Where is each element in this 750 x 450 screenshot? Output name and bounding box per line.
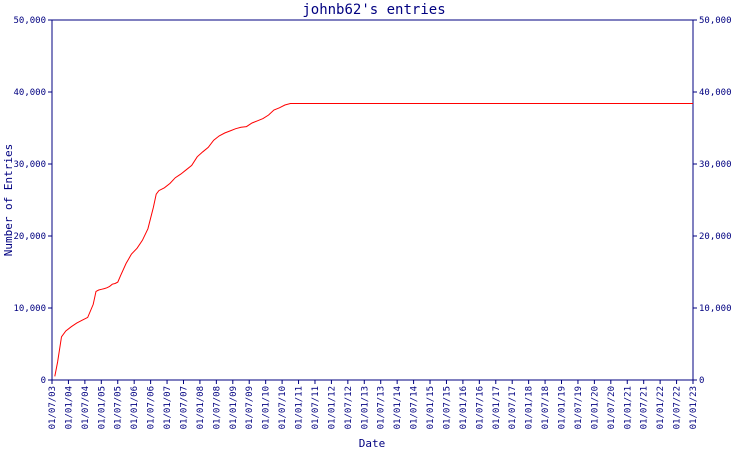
x-tick-label: 01/01/04 [64,386,74,429]
x-tick-label: 01/01/16 [459,386,469,429]
x-tick-label: 01/07/17 [508,386,518,429]
y-axis-left: 0 10,000 20,000 30,000 40,000 50,000 [13,16,52,386]
x-tick-label: 01/01/12 [327,386,337,429]
x-tick-label: 01/01/09 [229,386,239,429]
x-axis: 01/07/03 01/01/04 01/07/04 01/01/05 01/07/05… [48,380,699,429]
x-tick-label: 01/07/05 [114,386,124,429]
x-tick-label: 01/01/20 [590,386,600,429]
x-tick-label: 01/01/19 [558,386,568,429]
y-tick-label-right: 20,000 [699,232,732,242]
y-tick-label-left: 0 [41,376,46,386]
entries-series-line [54,103,693,377]
x-tick-label: 01/01/21 [623,386,633,429]
x-tick-label: 01/07/18 [541,386,551,429]
x-tick-label: 01/01/22 [656,386,666,429]
y-tick-label-left: 50,000 [13,16,46,26]
x-tick-label: 01/07/22 [673,386,683,429]
y-axis-right: 0 10,000 20,000 30,000 40,000 50,000 [693,16,732,386]
x-tick-label: 01/07/14 [410,386,420,429]
y-tick-label-right: 0 [699,376,704,386]
x-tick-label: 01/01/17 [492,386,502,429]
x-tick-label: 01/07/19 [574,386,584,429]
y-tick-label-left: 10,000 [13,304,46,314]
y-tick-label-left: 20,000 [13,232,46,242]
x-tick-label: 01/07/03 [48,386,58,429]
x-tick-label: 01/07/04 [81,386,91,429]
x-tick-label: 01/01/15 [426,386,436,429]
x-tick-label: 01/01/07 [163,386,173,429]
y-tick-label-right: 30,000 [699,160,732,170]
y-axis-label: Number of Entries [2,144,15,257]
x-tick-label: 01/07/12 [344,386,354,429]
x-tick-label: 01/07/15 [442,386,452,429]
x-axis-label: Date [359,437,386,450]
x-tick-label: 01/07/21 [640,386,650,429]
x-tick-label: 01/01/11 [295,386,305,429]
y-tick-label-left: 40,000 [13,88,46,98]
x-tick-label: 01/07/06 [147,386,157,429]
x-tick-label: 01/01/23 [689,386,699,429]
x-tick-label: 01/01/14 [393,386,403,429]
x-tick-label: 01/07/09 [245,386,255,429]
y-tick-label-right: 10,000 [699,304,732,314]
x-tick-label: 01/07/10 [278,386,288,429]
x-tick-label: 01/01/18 [525,386,535,429]
plot-area [51,19,694,381]
x-tick-label: 01/07/08 [212,386,222,429]
x-tick-label: 01/01/06 [130,386,140,429]
y-tick-label-right: 40,000 [699,88,732,98]
chart-title: johnb62's entries [302,2,445,18]
x-tick-label: 01/07/16 [475,386,485,429]
y-tick-label-left: 30,000 [13,160,46,170]
x-tick-label: 01/07/20 [607,386,617,429]
x-tick-label: 01/07/07 [179,386,189,429]
x-tick-label: 01/07/11 [311,386,321,429]
x-tick-label: 01/01/10 [262,386,272,429]
x-tick-label: 01/01/08 [196,386,206,429]
x-tick-label: 01/01/05 [97,386,107,429]
x-tick-label: 01/07/13 [377,386,387,429]
x-tick-label: 01/01/13 [360,386,370,429]
y-tick-label-right: 50,000 [699,16,732,26]
